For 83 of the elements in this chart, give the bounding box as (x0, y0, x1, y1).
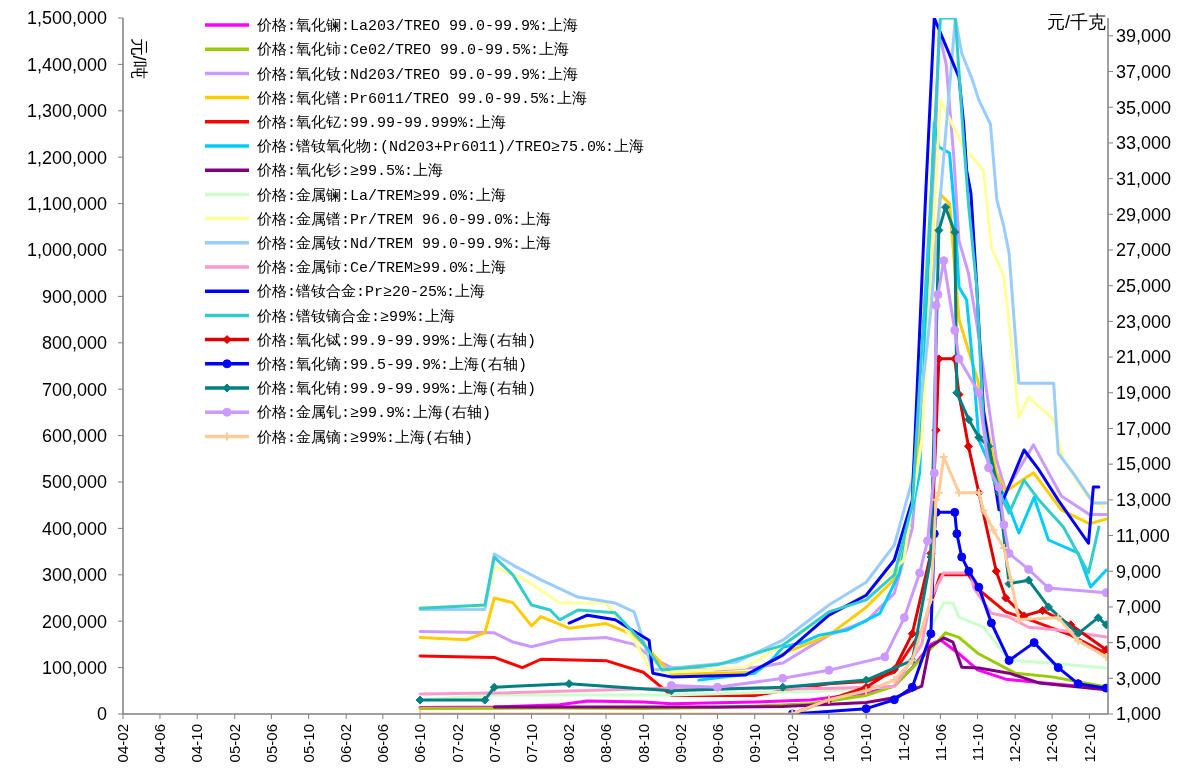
y2-tick-label: 23,000 (1116, 311, 1172, 332)
legend-label: 价格:金属镨:Pr/TREM 96.0-99.0%:上海 (256, 210, 552, 229)
legend-label: 价格:氧化铈:Ce02/TREO 99.0-99.5%:上海 (256, 41, 570, 60)
x-tick-label: 12-02 (1006, 724, 1024, 763)
y2-tick-label: 11,000 (1116, 525, 1170, 546)
x-tick-label: 05-02 (226, 724, 243, 763)
y-tick-label: 400,000 (41, 518, 107, 539)
x-tick-label: 08-02 (560, 724, 578, 763)
legend-label: 价格:氧化镨:Pr6011/TREO 99.0-99.5%:上海 (256, 89, 588, 108)
x-tick-label: 07-02 (448, 724, 466, 763)
x-tick-label: 10-06 (820, 724, 838, 763)
x-tick-label: 09-06 (708, 724, 726, 763)
y2-tick-label: 3,000 (1116, 668, 1162, 689)
legend-label: 价格:金属钆:≥99.9%:上海(右轴) (256, 404, 492, 423)
legend-label: 价格:金属钕:Nd/TREM 99.0-99.9%:上海 (256, 235, 552, 254)
y-tick-label: 200,000 (41, 611, 107, 632)
legend-label: 价格:镨钕镝合金:≥99%:上海 (256, 307, 456, 326)
x-tick-label: 10-02 (783, 724, 801, 763)
y-tick-label: 1,400,000 (26, 54, 107, 75)
x-tick-label: 06-06 (374, 724, 392, 763)
y2-tick-label: 37,000 (1116, 61, 1172, 82)
y-tick-label: 1,300,000 (26, 101, 107, 122)
y-tick-label: 900,000 (41, 286, 107, 307)
legend-label: 价格:金属镝:≥99%:上海(右轴) (256, 428, 474, 447)
y2-tick-label: 33,000 (1116, 133, 1172, 154)
legend-label: 价格:镨钕合金:Pr≥20-25%:上海 (256, 283, 486, 302)
legend-label: 价格:氧化镝:99.5-99.9%:上海(右轴) (256, 356, 528, 375)
y-tick-label: 500,000 (41, 472, 107, 493)
y2-tick-label: 27,000 (1116, 240, 1172, 261)
x-tick-label: 10-10 (857, 724, 875, 763)
y-tick-label: 100,000 (41, 657, 107, 678)
y2-tick-label: 31,000 (1116, 168, 1172, 189)
y-tick-label: 1,500,000 (26, 8, 107, 29)
y2-axis-title: 元/千克 (1046, 12, 1106, 33)
x-tick-label: 06-10 (411, 724, 429, 763)
y-axis-title: 元/吨 (128, 37, 149, 79)
x-tick-label: 04-02 (114, 724, 132, 763)
x-tick-label: 04-10 (188, 724, 206, 763)
legend-label: 价格:金属镧:La/TREM≥99.0%:上海 (256, 186, 507, 205)
y2-tick-label: 35,000 (1116, 97, 1172, 118)
x-tick-label: 11-10 (968, 724, 986, 762)
y-tick-label: 0 (96, 704, 107, 725)
x-tick-label: 07-06 (485, 724, 503, 763)
x-tick-label: 06-02 (337, 724, 355, 763)
legend-label: 价格:金属铈:Ce/TREM≥99.0%:上海 (256, 259, 507, 278)
y-tick-label: 600,000 (41, 425, 107, 446)
y2-tick-label: 7,000 (1116, 597, 1162, 618)
y-tick-label: 300,000 (41, 565, 107, 586)
y2-tick-label: 5,000 (1116, 632, 1162, 653)
y-tick-label: 700,000 (41, 379, 107, 400)
legend-label: 价格:氧化镧:La203/TREO 99.0-99.9%:上海 (256, 17, 579, 36)
x-tick-label: 04-06 (151, 724, 169, 763)
x-tick-label: 08-10 (634, 724, 652, 763)
x-tick-label: 11-06 (931, 724, 949, 762)
x-tick-label: 05-06 (262, 724, 280, 763)
y-tick-label: 1,100,000 (26, 193, 107, 214)
legend-label: 价格:氧化钕:Nd203/TREO 99.0-99.9%:上海 (256, 65, 579, 84)
legend-label: 价格:氧化钐:≥99.5%:上海 (256, 162, 444, 181)
y2-tick-label: 21,000 (1116, 347, 1172, 368)
x-tick-label: 09-10 (745, 724, 763, 763)
x-tick-label: 12-06 (1043, 724, 1061, 763)
y-tick-label: 800,000 (41, 333, 107, 354)
legend-label: 价格:氧化钇:99.99-99.999%:上海 (256, 114, 507, 133)
x-tick-label: 09-02 (672, 724, 690, 763)
y2-tick-label: 19,000 (1116, 383, 1172, 404)
y2-tick-label: 17,000 (1116, 418, 1172, 439)
y2-tick-label: 13,000 (1116, 490, 1172, 511)
y2-tick-label: 1,000 (1116, 704, 1162, 725)
y2-tick-label: 25,000 (1116, 275, 1172, 296)
y2-tick-label: 9,000 (1116, 561, 1162, 582)
y-tick-label: 1,000,000 (26, 240, 107, 261)
legend-label: 价格:氧化铕:99.9-99.99%:上海(右轴) (256, 380, 537, 399)
x-tick-label: 07-10 (522, 724, 540, 763)
x-tick-label: 05-10 (299, 724, 317, 763)
y2-tick-label: 15,000 (1116, 454, 1172, 475)
x-tick-label: 08-06 (597, 724, 615, 763)
y2-tick-label: 29,000 (1116, 204, 1172, 225)
legend-label: 价格:镨钕氧化物:(Nd203+Pr6011)/TREO≥75.0%:上海 (256, 138, 645, 157)
y-tick-label: 1,200,000 (26, 147, 107, 168)
x-tick-label: 11-02 (894, 724, 912, 762)
x-tick-label: 12-10 (1080, 724, 1098, 763)
y2-tick-label: 39,000 (1116, 26, 1172, 47)
legend-label: 价格:氧化铽:99.9-99.99%:上海(右轴) (256, 331, 537, 350)
